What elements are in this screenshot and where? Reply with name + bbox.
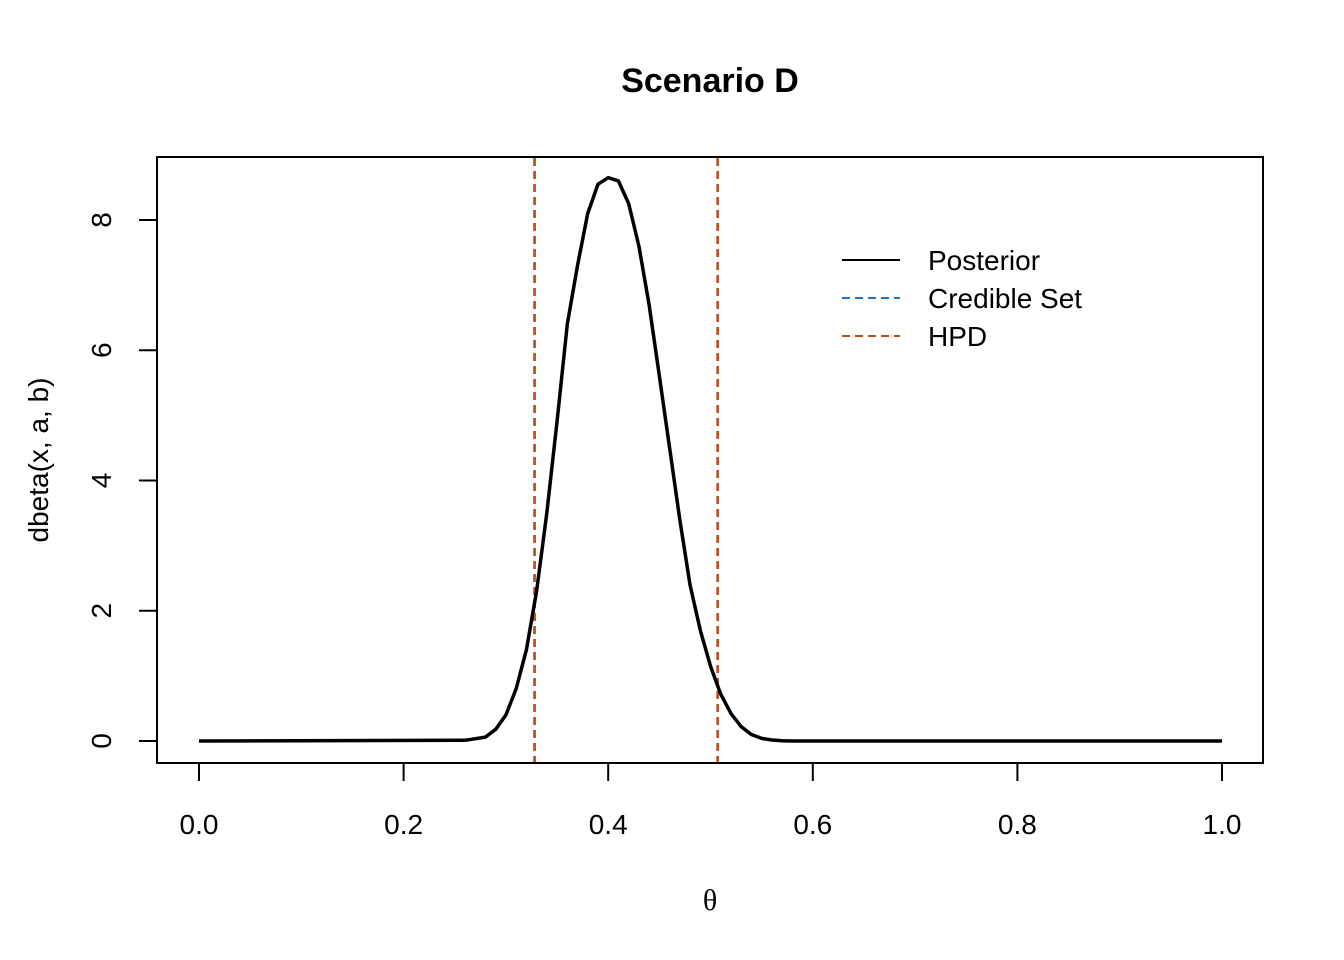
y-tick-label: 8: [86, 212, 117, 228]
x-axis-label: θ: [703, 884, 717, 917]
chart-title: Scenario D: [621, 62, 799, 100]
legend: Posterior Credible Set HPD: [842, 245, 1082, 352]
x-tick-label: 0.0: [180, 809, 219, 840]
x-tick-label: 0.2: [384, 809, 423, 840]
y-tick-label: 4: [86, 473, 117, 489]
y-axis-label: dbeta(x, a, b): [23, 378, 54, 543]
legend-label: Credible Set: [928, 283, 1082, 314]
y-tick-label: 2: [86, 603, 117, 619]
x-tick-label: 1.0: [1203, 809, 1242, 840]
posterior-series-line: [198, 175, 1222, 743]
x-tick-label: 0.8: [998, 809, 1037, 840]
x-axis: 0.0 0.2 0.4 0.6 0.8 1.0: [180, 762, 1242, 840]
legend-label: Posterior: [928, 245, 1040, 276]
legend-label: HPD: [928, 321, 987, 352]
y-tick-label: 6: [86, 342, 117, 358]
y-axis: 0 2 4 6 8: [86, 212, 158, 749]
x-tick-label: 0.6: [793, 809, 832, 840]
y-tick-label: 0: [86, 733, 117, 749]
x-tick-label: 0.4: [589, 809, 628, 840]
interval-lines: [533, 158, 719, 762]
plot-frame: [156, 156, 1264, 764]
